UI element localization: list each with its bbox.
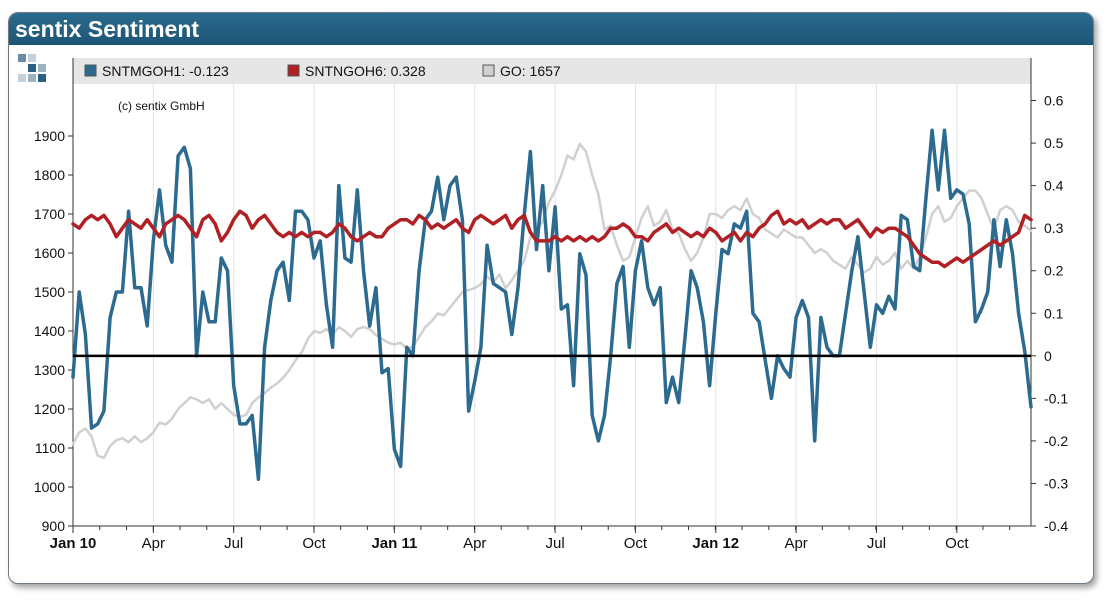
right-axis-tick-label: 0.4 — [1044, 178, 1064, 194]
legend-item: SNTNGOH6: 0.328 — [287, 63, 426, 79]
series-line-go — [71, 142, 1033, 460]
x-axis-tick-label: Apr — [463, 535, 486, 552]
sentiment-chart: 1900 1800 1700 1600 1500 1400 1300 1200 1100 1000… — [18, 54, 1068, 552]
legend-swatch — [482, 64, 495, 77]
left-axis-tick-label: 1100 — [35, 440, 65, 456]
left-axis-tick-label: 1600 — [34, 245, 65, 261]
legend-swatch — [287, 64, 300, 77]
legend-label: SNTMGOH1: -0.123 — [102, 63, 229, 79]
logo-square — [38, 74, 46, 82]
right-axis-tick-label: 0.3 — [1044, 220, 1064, 236]
series-line-sntngoh6 — [71, 209, 1033, 269]
right-axis-tick-label: -0.3 — [1044, 475, 1068, 491]
x-axis-tick-label: Oct — [624, 535, 648, 552]
right-axis-tick-label: 0.5 — [1044, 135, 1064, 151]
left-axis-tick-label: 1000 — [34, 479, 65, 495]
left-axis-tick-label: 1500 — [34, 284, 65, 300]
x-axis-tick-label: Oct — [945, 535, 969, 552]
logo-square — [38, 64, 46, 72]
right-axis-tick-label: 0.2 — [1044, 263, 1064, 279]
x-axis-tick-label: Oct — [302, 535, 326, 552]
legend-band — [73, 58, 1031, 84]
x-axis-tick-label: Jul — [224, 535, 243, 552]
left-axis-tick-label: 1400 — [34, 323, 65, 339]
left-axis-tick-label: 1200 — [34, 401, 65, 417]
x-axis-tick-label: Jul — [867, 535, 886, 552]
left-axis-tick-label: 900 — [42, 518, 66, 534]
right-axis-tick-label: 0.1 — [1044, 305, 1064, 321]
legend-item: SNTMGOH1: -0.123 — [84, 63, 229, 79]
right-axis-tick-label: -0.2 — [1044, 433, 1068, 449]
legend-label: SNTNGOH6: 0.328 — [305, 63, 426, 79]
logo-square — [28, 64, 36, 72]
left-axis-tick-label: 1900 — [34, 128, 65, 144]
x-axis-tick-label: Jan 11 — [371, 535, 417, 552]
right-axis-tick-label: 0.6 — [1044, 93, 1064, 109]
legend-swatch — [84, 64, 97, 77]
left-axis-tick-label: 1800 — [34, 167, 65, 183]
x-axis-tick-label: Apr — [142, 535, 165, 552]
left-axis-tick-label: 1700 — [34, 206, 65, 222]
legend-item: GO: 1657 — [482, 63, 561, 79]
sentix-logo — [18, 54, 46, 82]
chart-title: sentix Sentiment — [15, 16, 200, 42]
chart-panel: sentix Sentiment 1900 1800 1700 1600 1500 140… — [8, 12, 1094, 584]
x-axis-tick-label: Jan 10 — [50, 535, 97, 552]
right-axis-tick-label: -0.4 — [1044, 518, 1068, 534]
title-bar: sentix Sentiment — [9, 13, 1093, 45]
series-line-sntmgoh1 — [71, 128, 1033, 481]
x-axis-tick-label: Jul — [545, 535, 564, 552]
copyright-text: (c) sentix GmbH — [118, 99, 205, 113]
right-axis-tick-label: -0.1 — [1044, 390, 1068, 406]
logo-square — [18, 74, 26, 82]
right-axis-tick-label: 0 — [1044, 348, 1052, 364]
legend-label: GO: 1657 — [500, 63, 561, 79]
x-axis-tick-label: Apr — [784, 535, 807, 552]
logo-square — [28, 74, 36, 82]
left-axis-tick-label: 1300 — [34, 362, 65, 378]
logo-square — [18, 54, 26, 62]
x-axis-tick-label: Jan 12 — [692, 535, 739, 552]
logo-square — [28, 54, 36, 62]
